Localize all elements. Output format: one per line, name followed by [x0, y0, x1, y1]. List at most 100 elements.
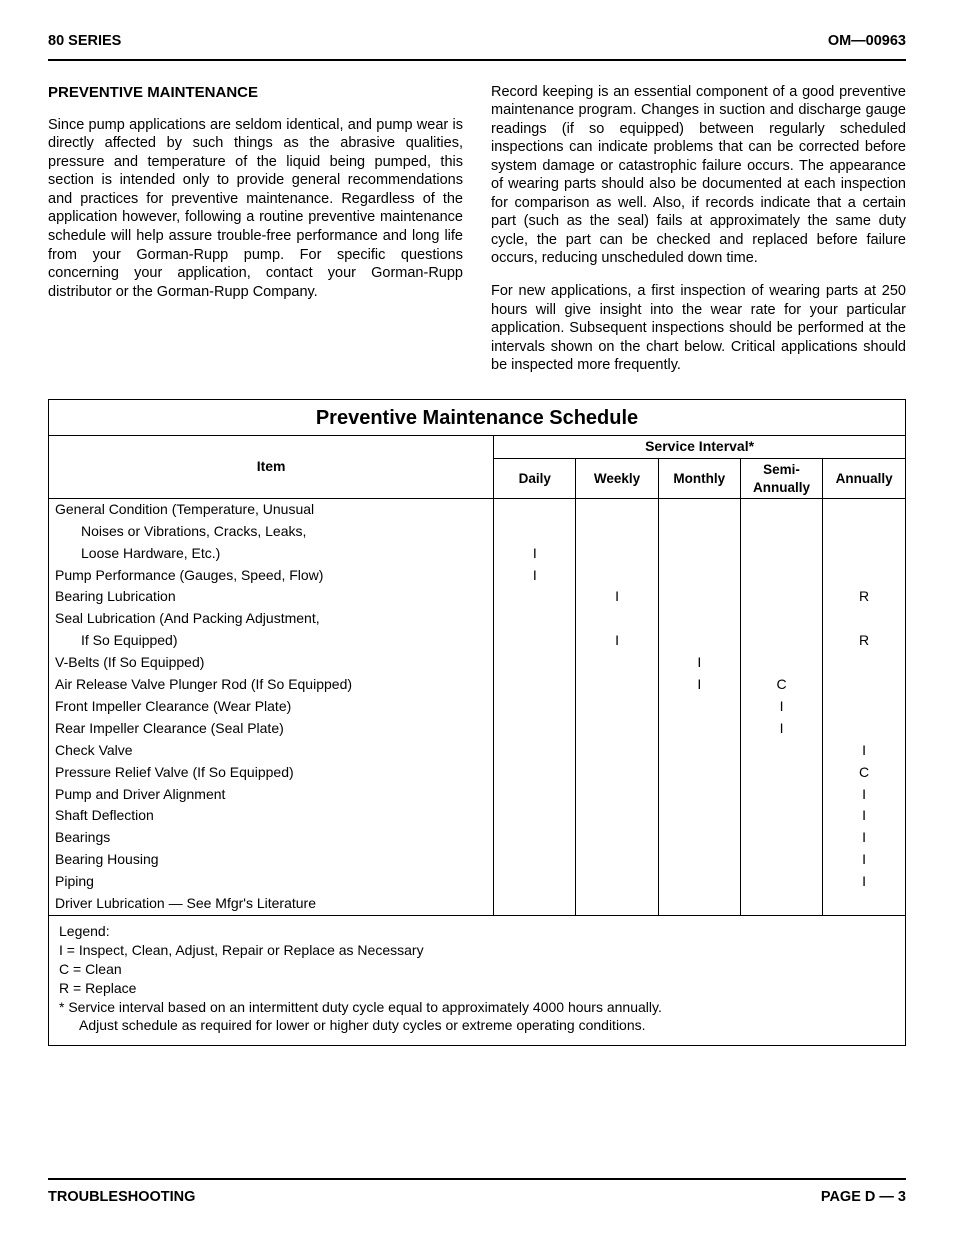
value-cell: [494, 718, 576, 740]
value-cell: [658, 718, 740, 740]
table-row: If So Equipped)IR: [49, 630, 905, 652]
value-cell: [494, 762, 576, 784]
value-cell: [576, 893, 658, 915]
value-cell: [658, 827, 740, 849]
value-cell: [494, 784, 576, 806]
value-cell: [658, 849, 740, 871]
table-row: V-Belts (If So Equipped)I: [49, 652, 905, 674]
body-text: PREVENTIVE MAINTENANCE Since pump applic…: [48, 83, 906, 375]
value-cell: [494, 893, 576, 915]
value-cell: [823, 652, 905, 674]
value-cell: [576, 849, 658, 871]
item-cell: Noises or Vibrations, Cracks, Leaks,: [49, 521, 494, 543]
value-cell: [823, 696, 905, 718]
value-cell: [823, 521, 905, 543]
value-cell: [740, 784, 822, 806]
value-cell: [576, 805, 658, 827]
value-cell: I: [740, 696, 822, 718]
value-cell: I: [576, 586, 658, 608]
table-row: Noises or Vibrations, Cracks, Leaks,: [49, 521, 905, 543]
value-cell: R: [823, 630, 905, 652]
paragraph-1: Since pump applications are seldom ident…: [48, 116, 463, 301]
value-cell: I: [494, 543, 576, 565]
value-cell: [494, 871, 576, 893]
item-cell: Pressure Relief Valve (If So Equipped): [49, 762, 494, 784]
item-cell: Pump and Driver Alignment: [49, 784, 494, 806]
legend: Legend: I = Inspect, Clean, Adjust, Repa…: [49, 916, 905, 1045]
column-header: Monthly: [658, 459, 740, 499]
value-cell: [658, 871, 740, 893]
value-cell: [494, 674, 576, 696]
value-cell: [576, 521, 658, 543]
value-cell: I: [658, 674, 740, 696]
value-cell: [740, 543, 822, 565]
value-cell: [576, 827, 658, 849]
paragraph-2: Record keeping is an essential component…: [491, 83, 906, 268]
legend-title: Legend:: [59, 922, 895, 941]
value-cell: [494, 608, 576, 630]
item-cell: Pump Performance (Gauges, Speed, Flow): [49, 565, 494, 587]
value-cell: [576, 498, 658, 520]
value-cell: [740, 521, 822, 543]
page-footer: TROUBLESHOOTING PAGE D — 3: [48, 1178, 906, 1207]
value-cell: [658, 608, 740, 630]
value-cell: [823, 565, 905, 587]
value-cell: [494, 696, 576, 718]
value-cell: [740, 893, 822, 915]
value-cell: [494, 652, 576, 674]
value-cell: [823, 674, 905, 696]
value-cell: [823, 718, 905, 740]
value-cell: I: [576, 630, 658, 652]
table-row: Loose Hardware, Etc.)I: [49, 543, 905, 565]
value-cell: [658, 498, 740, 520]
legend-note-2: Adjust schedule as required for lower or…: [59, 1016, 895, 1035]
table-row: Check Valve I: [49, 740, 905, 762]
value-cell: [740, 849, 822, 871]
value-cell: [576, 652, 658, 674]
value-cell: I: [658, 652, 740, 674]
value-cell: [494, 630, 576, 652]
value-cell: [494, 498, 576, 520]
header-right: OM—00963: [828, 32, 906, 51]
table-row: Rear Impeller Clearance (Seal Plate)I: [49, 718, 905, 740]
value-cell: [494, 740, 576, 762]
value-cell: [823, 543, 905, 565]
value-cell: [740, 871, 822, 893]
table-row: PipingI: [49, 871, 905, 893]
value-cell: [576, 543, 658, 565]
value-cell: [658, 630, 740, 652]
value-cell: I: [823, 827, 905, 849]
section-heading: PREVENTIVE MAINTENANCE: [48, 83, 463, 102]
table-row: Pump Performance (Gauges, Speed, Flow)I: [49, 565, 905, 587]
page-header: 80 SERIES OM—00963: [48, 32, 906, 61]
value-cell: [576, 718, 658, 740]
value-cell: [740, 827, 822, 849]
value-cell: [823, 498, 905, 520]
value-cell: [823, 893, 905, 915]
value-cell: [658, 805, 740, 827]
value-cell: I: [823, 784, 905, 806]
paragraph-3: For new applications, a first inspection…: [491, 282, 906, 375]
item-cell: Check Valve: [49, 740, 494, 762]
value-cell: I: [823, 740, 905, 762]
value-cell: [740, 652, 822, 674]
value-cell: I: [494, 565, 576, 587]
legend-line-c: C = Clean: [59, 960, 895, 979]
footer-left: TROUBLESHOOTING: [48, 1188, 195, 1207]
item-cell: Bearing Lubrication: [49, 586, 494, 608]
value-cell: [576, 674, 658, 696]
value-cell: C: [740, 674, 822, 696]
value-cell: [740, 565, 822, 587]
item-cell: General Condition (Temperature, Unusual: [49, 498, 494, 520]
table-row: General Condition (Temperature, Unusual: [49, 498, 905, 520]
item-cell: Front Impeller Clearance (Wear Plate): [49, 696, 494, 718]
value-cell: [658, 762, 740, 784]
schedule-title: Preventive Maintenance Schedule: [49, 400, 905, 437]
table-row: Pressure Relief Valve (If So Equipped)C: [49, 762, 905, 784]
value-cell: [740, 630, 822, 652]
legend-line-i: I = Inspect, Clean, Adjust, Repair or Re…: [59, 941, 895, 960]
value-cell: [740, 762, 822, 784]
item-cell: Shaft Deflection: [49, 805, 494, 827]
item-cell: Bearing Housing: [49, 849, 494, 871]
item-cell: Driver Lubrication — See Mfgr's Literatu…: [49, 893, 494, 915]
